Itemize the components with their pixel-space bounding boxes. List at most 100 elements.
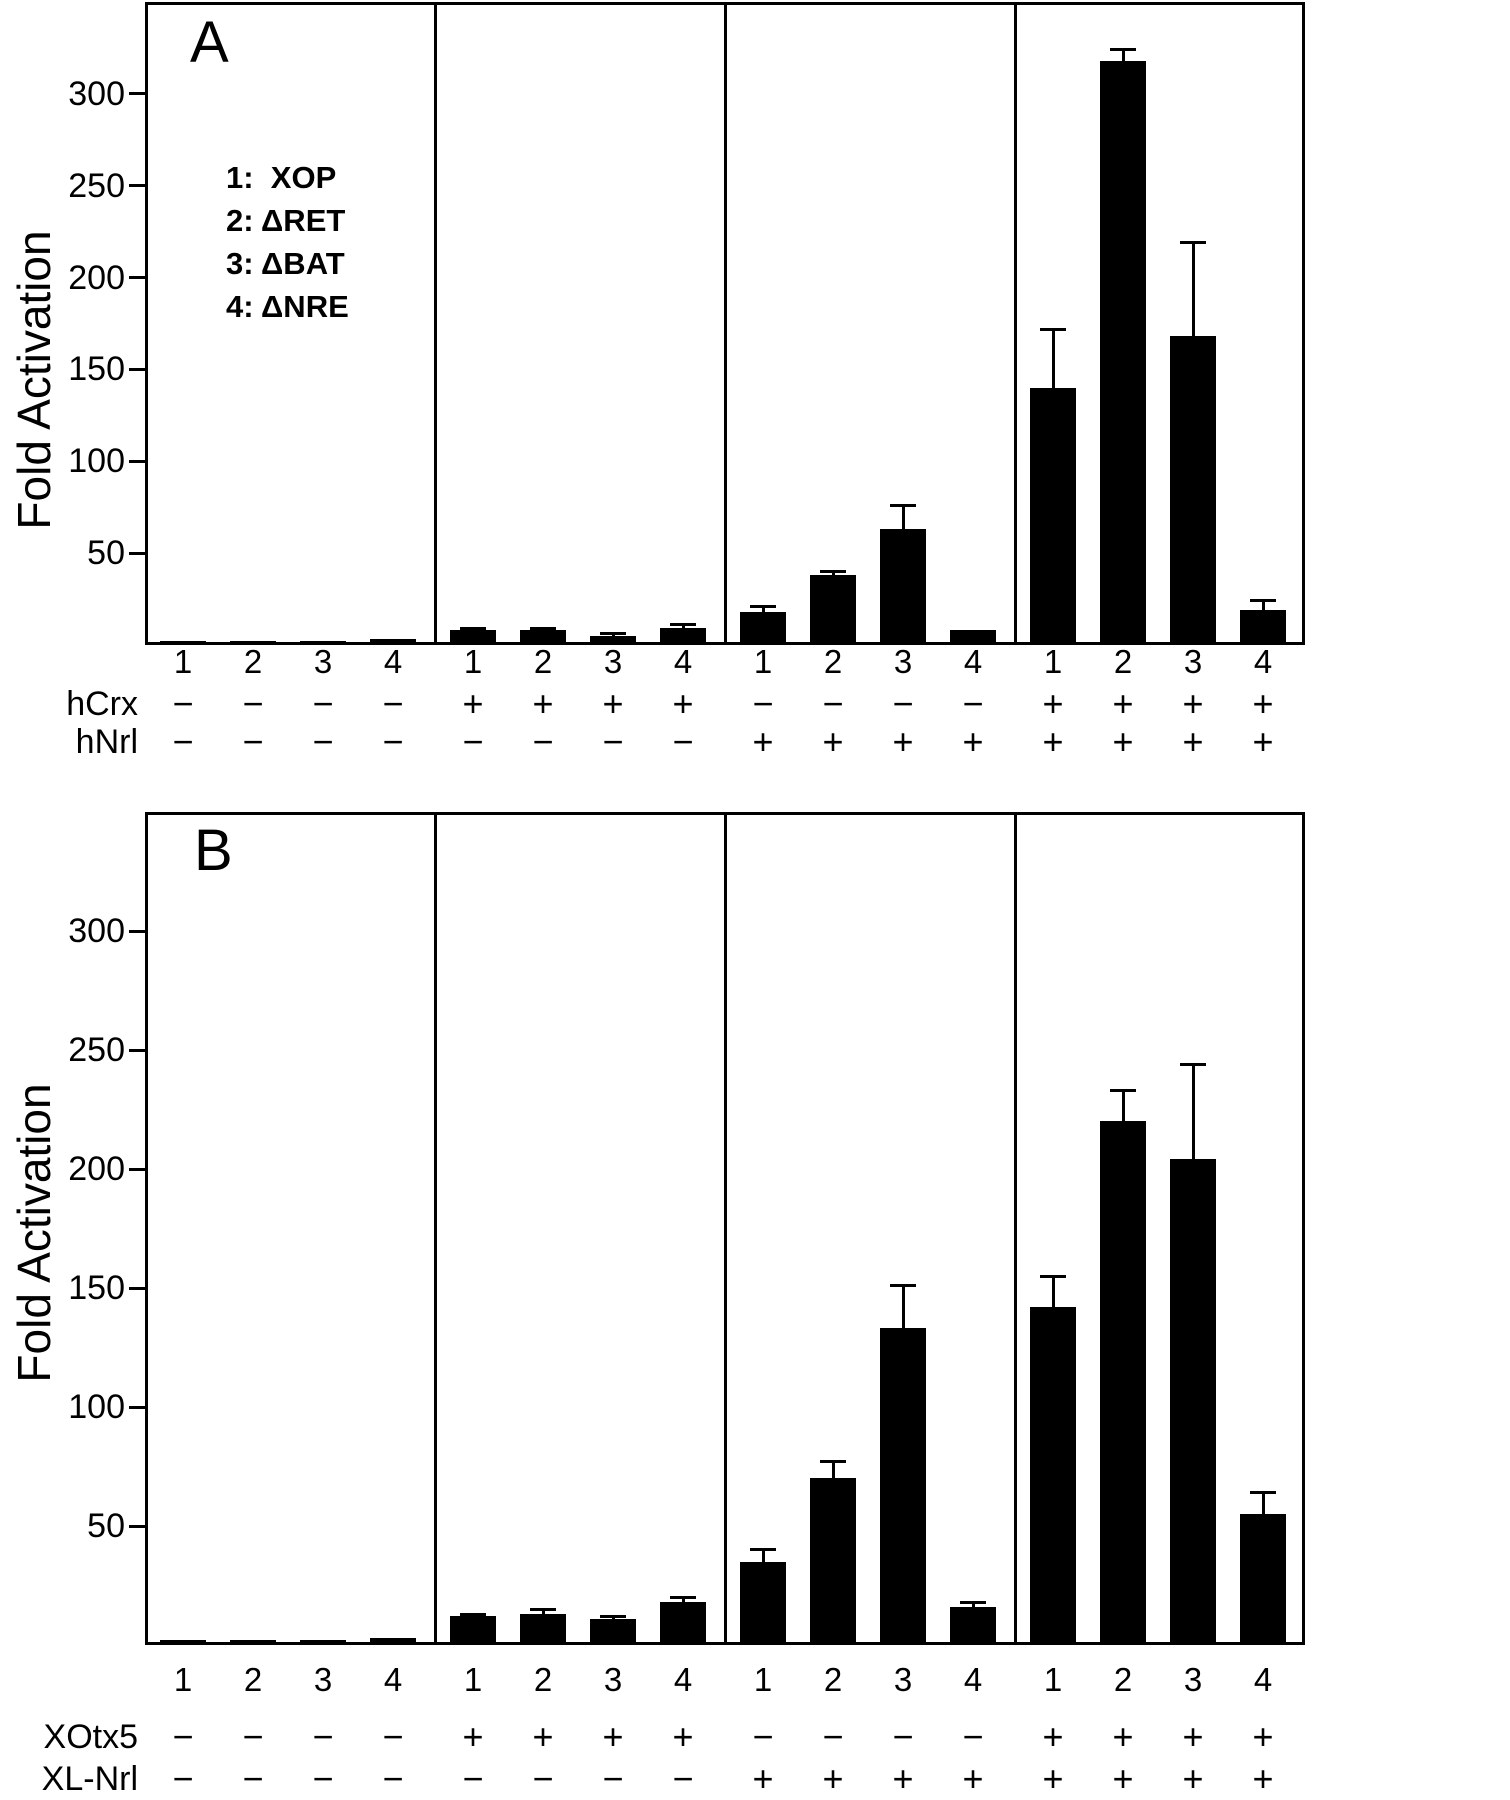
condition-symbol: −	[172, 1758, 194, 1799]
y-axis-tick	[129, 1524, 145, 1528]
bar-number-label: 1	[463, 643, 483, 680]
condition-symbol: −	[312, 683, 334, 724]
condition-symbol: +	[1252, 683, 1274, 724]
condition-symbol: +	[532, 1716, 554, 1757]
bar-number-label: 2	[823, 1661, 843, 1698]
error-bar-cap	[530, 626, 556, 630]
group-divider	[1014, 812, 1017, 1645]
condition-symbol: +	[1182, 721, 1204, 762]
bar	[370, 639, 416, 645]
condition-symbol: −	[382, 1716, 404, 1757]
error-bar-cap	[960, 1600, 986, 1604]
bar	[1100, 60, 1146, 645]
condition-symbol: +	[822, 721, 844, 762]
condition-symbol: +	[672, 683, 694, 724]
error-bar-cap	[600, 632, 626, 636]
bar	[450, 630, 496, 645]
condition-symbol: +	[1252, 721, 1274, 762]
error-bar-stem	[1261, 1492, 1265, 1515]
condition-symbol: +	[1042, 683, 1064, 724]
condition-symbol: −	[242, 1716, 264, 1757]
condition-symbol: +	[1042, 721, 1064, 762]
condition-symbol: +	[892, 1758, 914, 1799]
bar	[1030, 387, 1076, 645]
group-divider	[434, 2, 437, 645]
y-axis-tick-label: 250	[68, 166, 125, 205]
bar-number-label: 1	[1043, 1661, 1063, 1698]
y-axis-tick	[129, 551, 145, 555]
condition-symbol: −	[752, 683, 774, 724]
group-divider	[434, 812, 437, 1645]
bar	[1100, 1121, 1146, 1645]
bar	[950, 630, 996, 645]
error-bar-cap	[1180, 241, 1206, 245]
condition-symbol: +	[962, 1758, 984, 1799]
error-bar-cap	[1180, 1062, 1206, 1066]
bar	[160, 641, 206, 645]
bar	[880, 529, 926, 645]
condition-symbol: +	[1042, 1716, 1064, 1757]
bar	[740, 611, 786, 645]
bar	[810, 1478, 856, 1645]
y-axis-tick-label: 150	[68, 350, 125, 389]
bar	[810, 575, 856, 645]
panel-a-label: A	[190, 10, 229, 75]
error-bar-cap	[600, 1614, 626, 1618]
bar-number-label: 1	[173, 643, 193, 680]
condition-symbol: −	[382, 721, 404, 762]
bar-number-label: 4	[673, 643, 693, 680]
condition-symbol: +	[1252, 1716, 1274, 1757]
bar	[950, 1606, 996, 1645]
bar-number-label: 3	[893, 643, 913, 680]
condition-symbol: +	[1252, 1758, 1274, 1799]
condition-symbol: −	[312, 1716, 334, 1757]
condition-symbol: −	[242, 721, 264, 762]
legend-item-nre: 4: ΔNRE	[226, 289, 349, 324]
error-bar-stem	[1261, 600, 1265, 611]
bar	[740, 1561, 786, 1645]
condition-symbol: −	[602, 721, 624, 762]
condition-symbol: +	[752, 721, 774, 762]
bar	[660, 628, 706, 645]
condition-symbol: +	[462, 1716, 484, 1757]
bar	[300, 1640, 346, 1645]
bar-number-label: 3	[313, 643, 333, 680]
bar-number-label: 1	[753, 643, 773, 680]
condition-symbol: −	[312, 721, 334, 762]
error-bar-cap	[670, 623, 696, 627]
error-bar-stem	[831, 1461, 835, 1479]
bar-number-label: 1	[173, 1661, 193, 1698]
error-bar-stem	[1191, 242, 1195, 337]
condition-symbol: −	[962, 1716, 984, 1757]
bar-number-label: 3	[893, 1661, 913, 1698]
error-bar-cap	[1250, 599, 1276, 603]
error-bar-cap	[460, 1612, 486, 1616]
legend-item-xop: 1: XOP	[226, 160, 337, 195]
condition-symbol: −	[462, 1758, 484, 1799]
error-bar-cap	[1040, 327, 1066, 331]
bar-number-label: 1	[1043, 643, 1063, 680]
y-axis-tick	[129, 92, 145, 96]
bar	[1240, 610, 1286, 645]
bar-number-label: 2	[243, 1661, 263, 1698]
y-axis-title-panel-b: Fold Activation	[8, 1083, 60, 1383]
y-axis-tick-label: 300	[68, 912, 125, 950]
y-axis-tick	[129, 1048, 145, 1052]
condition-symbol: +	[1112, 1758, 1134, 1799]
bar-number-label: 1	[753, 1661, 773, 1698]
condition-symbol: +	[752, 1758, 774, 1799]
error-bar-cap	[750, 604, 776, 608]
error-bar-stem	[831, 571, 835, 576]
legend-item-ret: 2: ΔRET	[226, 203, 346, 238]
bar-number-label: 2	[243, 643, 263, 680]
bar-number-label: 4	[963, 643, 983, 680]
error-bar-cap	[820, 1460, 846, 1464]
condition-symbol: −	[312, 1758, 334, 1799]
error-bar-stem	[761, 606, 765, 612]
error-bar-stem	[1051, 329, 1055, 388]
y-axis-tick-label: 200	[68, 1150, 125, 1188]
bar	[520, 630, 566, 645]
bar-number-label: 4	[1253, 1661, 1273, 1698]
y-axis-tick-label: 100	[68, 442, 125, 481]
